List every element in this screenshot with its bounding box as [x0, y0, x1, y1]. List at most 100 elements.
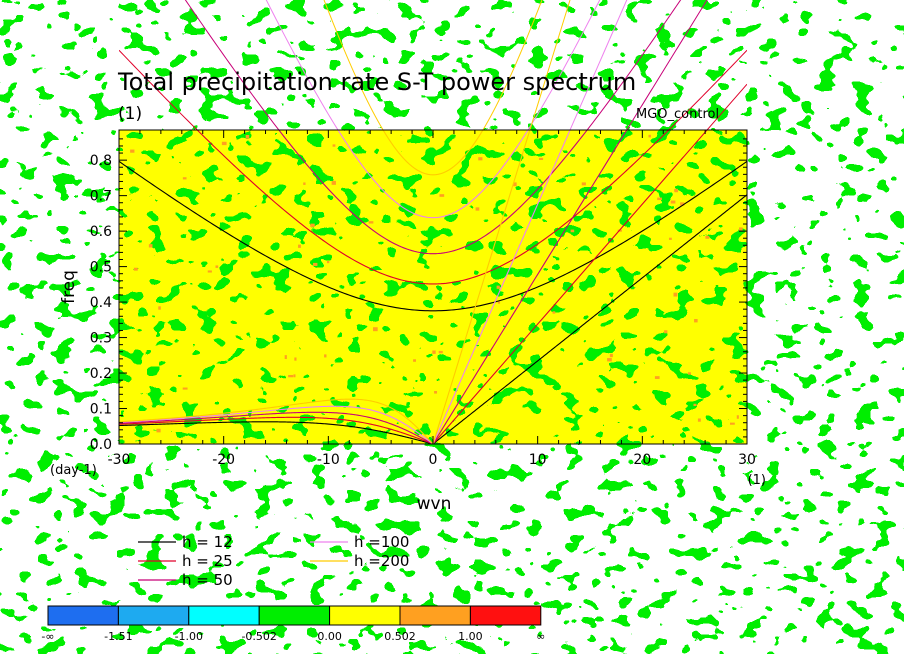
orange-speck — [413, 359, 417, 362]
orange-speck — [432, 350, 436, 354]
orange-speck — [326, 260, 330, 264]
legend-label-h25: h = 25 — [182, 552, 233, 570]
orange-speck — [694, 318, 698, 323]
orange-speck — [368, 221, 374, 224]
gravity-curve-h12 — [119, 160, 747, 312]
gravity-curve-h100 — [337, 130, 529, 219]
y-tick-label: 0.3 — [90, 331, 112, 347]
orange-speck — [552, 311, 556, 314]
orange-speck — [475, 207, 480, 211]
orange-speck — [284, 355, 287, 360]
orange-speck — [373, 327, 378, 332]
orange-speck — [570, 229, 575, 233]
field-level-0.502-1.00 — [130, 134, 743, 433]
orange-speck — [705, 235, 710, 239]
orange-speck — [607, 358, 612, 362]
legend-label-h200: h =200 — [354, 552, 409, 570]
kelvin-curve-h25 — [432, 130, 708, 444]
orange-speck — [648, 134, 651, 138]
orange-speck — [497, 301, 501, 304]
chart-title: Total precipitation rate S-T power spect… — [117, 68, 636, 96]
colorbar-box-4 — [329, 605, 401, 626]
rossby-curve-h200 — [119, 398, 434, 444]
y-axis-units: (day-1) — [50, 463, 97, 478]
legend-label-h100: h =100 — [354, 533, 409, 551]
kelvin-curve-h200 — [432, 130, 531, 444]
orange-speck — [288, 374, 294, 378]
orange-speck — [513, 182, 517, 187]
colorbar-label-6: 1.00 — [458, 630, 483, 643]
y-tick-label: 0.8 — [90, 153, 112, 169]
orange-speck — [313, 262, 318, 266]
orange-speck — [664, 330, 668, 334]
rossby-curve-h100 — [119, 405, 434, 444]
dispersion-curves — [119, 130, 747, 444]
rossby-curve-h25 — [119, 416, 434, 444]
orange-speck — [294, 357, 297, 361]
orange-speck — [245, 135, 250, 139]
orange-speck — [657, 197, 662, 201]
x-tick-label: 10 — [529, 452, 547, 468]
orange-speck — [654, 376, 660, 379]
orange-speck — [158, 306, 161, 310]
x-tick-label: 30 — [738, 452, 756, 468]
orange-speck — [148, 244, 153, 248]
gravity-curve-h50 — [278, 130, 588, 255]
orange-speck — [581, 182, 586, 186]
x-tick-label: -10 — [317, 452, 340, 468]
y-tick-label: 0.5 — [90, 260, 112, 276]
colorbar-label-7: ∞ — [536, 630, 545, 643]
spectrum-field — [119, 130, 747, 444]
dataset-label: MGO_control — [636, 107, 719, 122]
x-axis-label: wvn — [417, 494, 452, 514]
orange-speck — [182, 387, 188, 390]
orange-speck — [538, 157, 544, 161]
orange-speck — [207, 270, 212, 273]
y-tick-label: 0.6 — [90, 224, 112, 240]
legend-label-h12: h = 12 — [182, 533, 233, 551]
colorbar-label-2: -1.00 — [175, 630, 203, 643]
y-tick-label: 0.0 — [90, 437, 112, 453]
x-tick-label: 0 — [429, 452, 438, 468]
colorbar-label-5: 0.502 — [384, 630, 416, 643]
kelvin-curve-h50 — [432, 130, 628, 444]
orange-speck — [673, 292, 678, 297]
orange-speck — [156, 428, 161, 433]
orange-speck — [182, 177, 187, 180]
orange-speck — [434, 391, 438, 394]
colorbar-box-1 — [117, 605, 190, 626]
orange-speck — [730, 422, 735, 425]
orange-speck — [496, 285, 500, 289]
rossby-curve-h50 — [119, 411, 434, 444]
orange-speck — [293, 374, 296, 378]
legend-label-h50: h = 50 — [182, 571, 233, 589]
x-axis-units: (1) — [748, 473, 766, 488]
orange-speck — [130, 149, 135, 153]
orange-speck — [736, 415, 739, 419]
orange-speck — [697, 418, 701, 422]
orange-speck — [693, 403, 697, 406]
orange-speck — [310, 223, 315, 227]
colorbar-box-6 — [469, 605, 542, 626]
orange-speck — [221, 141, 227, 146]
orange-speck — [680, 202, 685, 206]
y-tick-label: 0.7 — [90, 189, 112, 205]
orange-speck — [332, 144, 336, 147]
colorbar: -∞ -1.51 -1.00 -0.502 0.00 0.502 1.00 ∞ — [41, 605, 545, 643]
orange-speck — [739, 227, 743, 231]
field-level-neg0.502-0 — [119, 130, 747, 444]
colorbar-box-0 — [47, 605, 119, 626]
x-tick-label: -30 — [108, 452, 131, 468]
y-axis-label: freq — [59, 270, 79, 304]
orange-speck — [674, 188, 678, 193]
kelvin-curve-h100 — [432, 130, 571, 444]
x-tick-label: -20 — [212, 452, 235, 468]
orange-speck — [215, 265, 219, 268]
gravity-curve-h50 — [184, 0, 682, 130]
orange-speck — [670, 200, 676, 204]
orange-speck — [609, 353, 613, 358]
orange-speck — [438, 350, 443, 354]
rossby-curve-h12 — [119, 421, 434, 444]
